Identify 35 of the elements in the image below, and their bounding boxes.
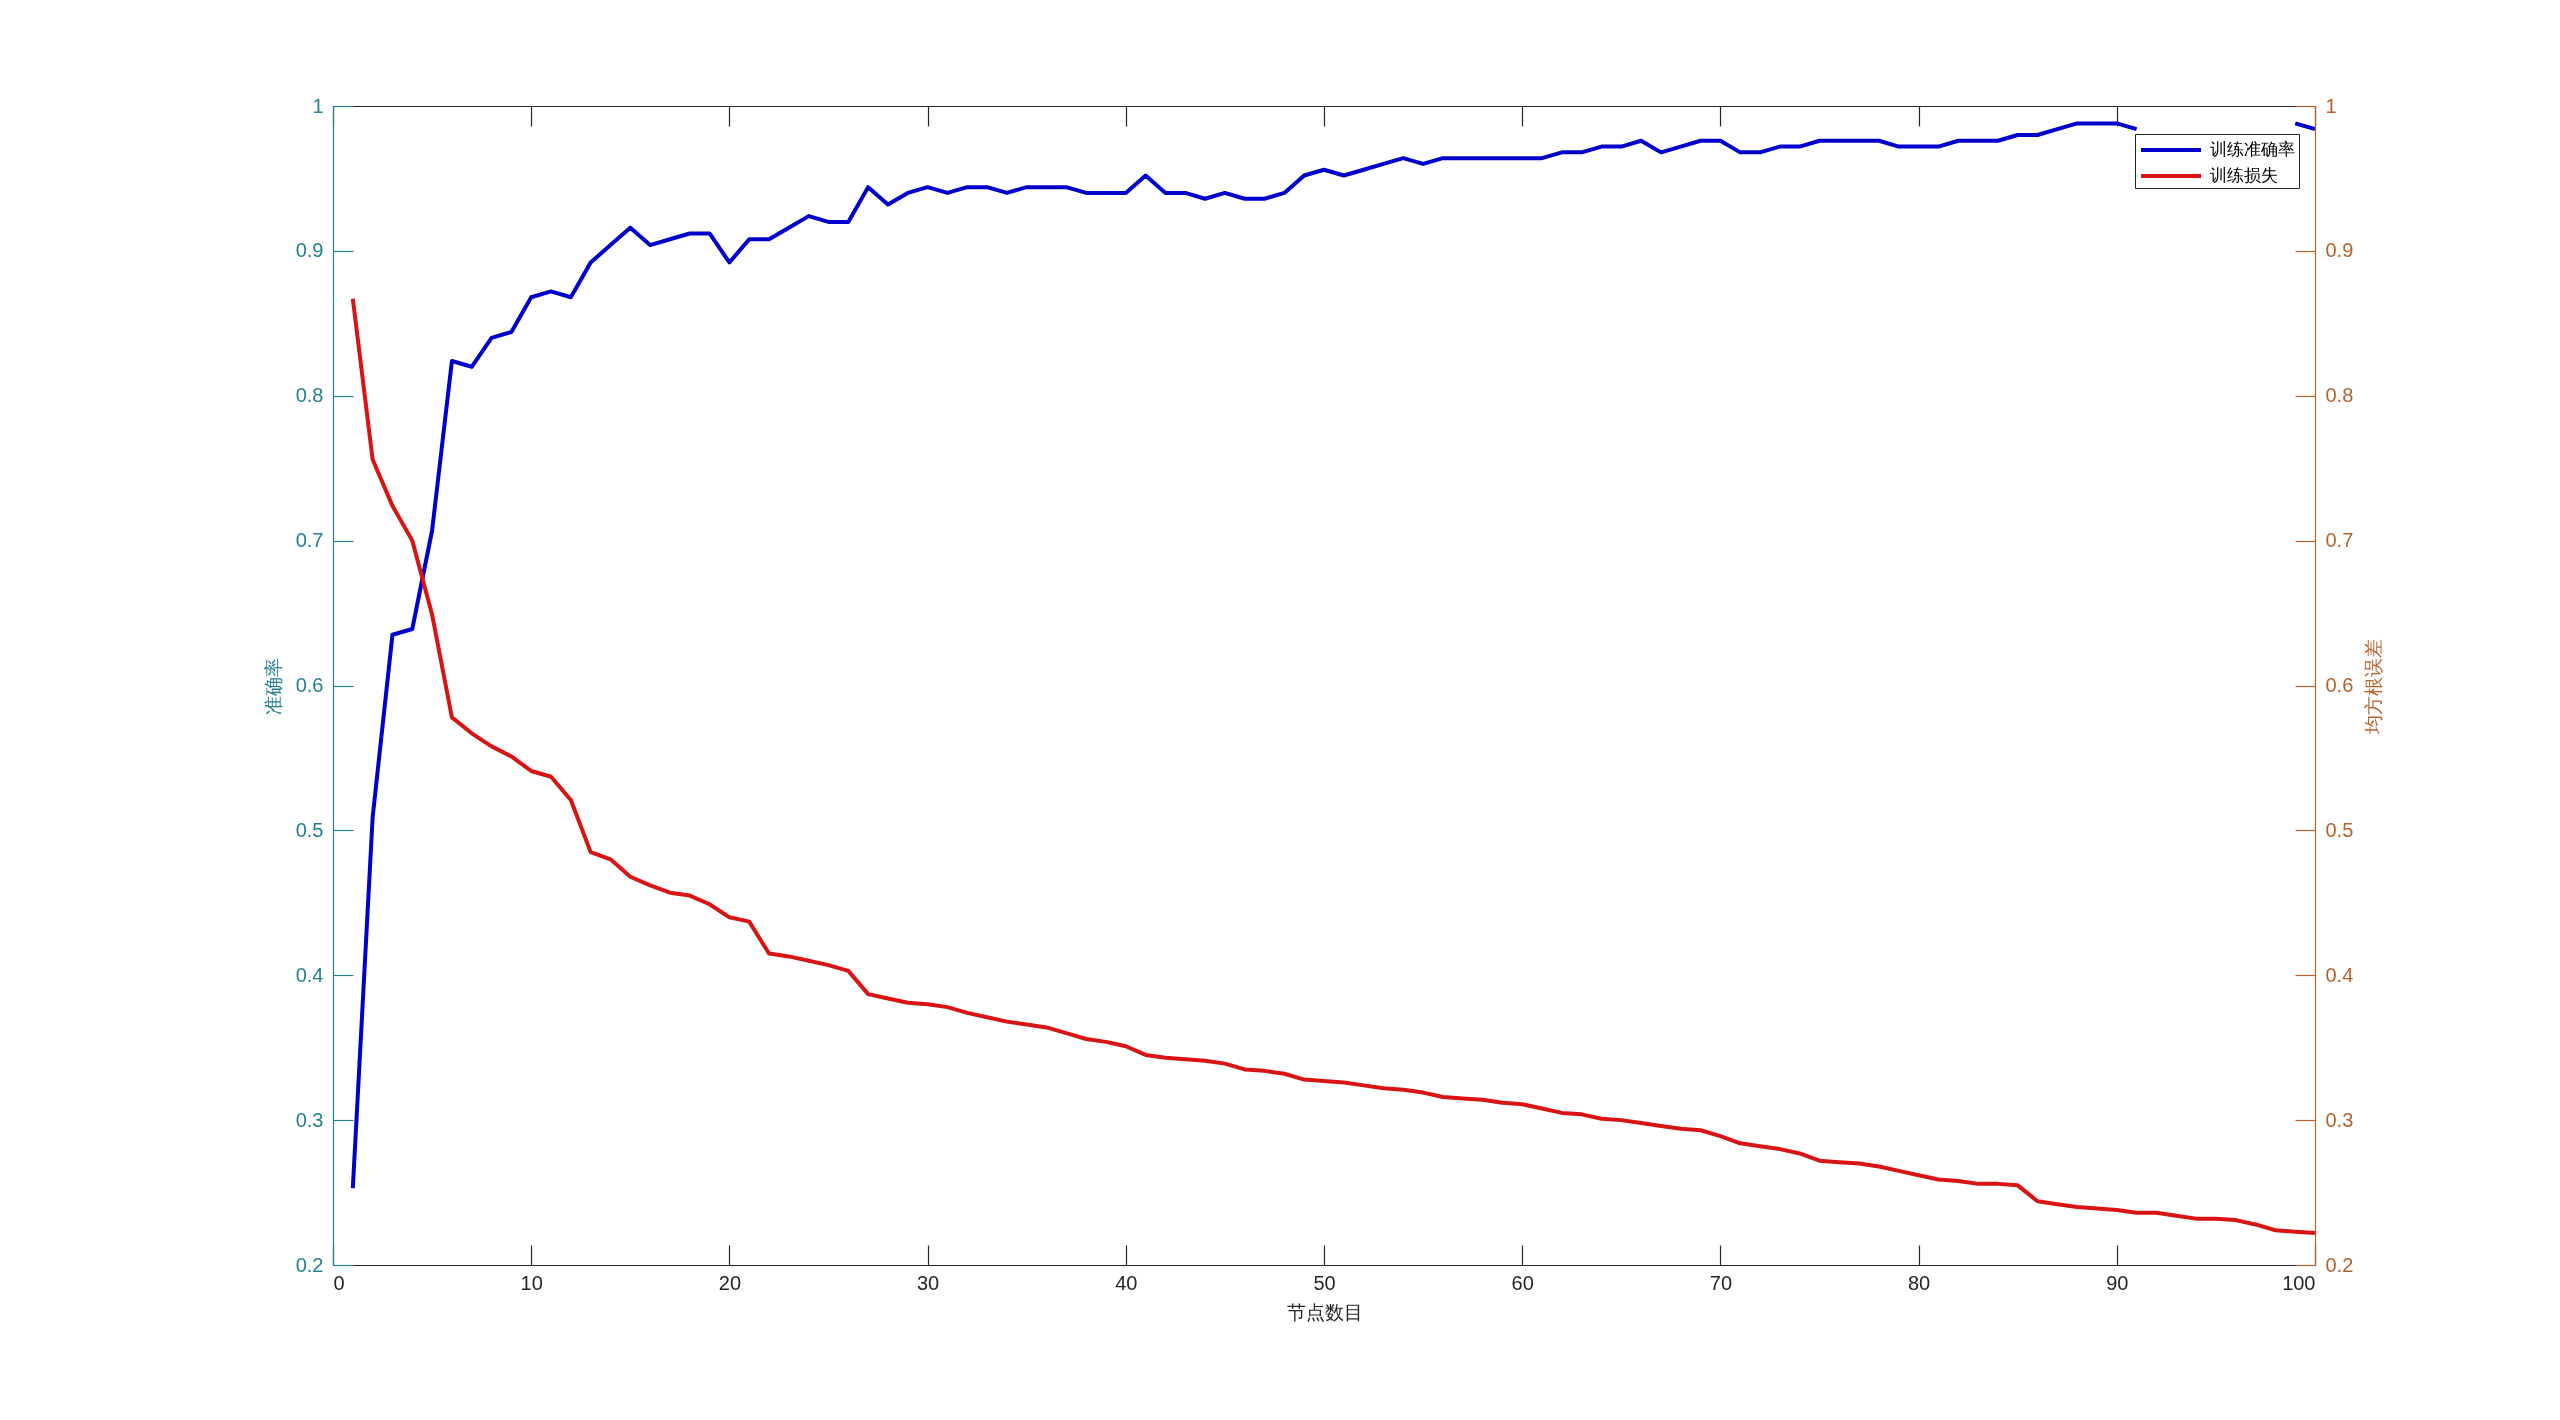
y-tick-label: 0.5: [295, 818, 324, 841]
y2-tick-label: 0.2: [2325, 1253, 2354, 1276]
x-tick-label: 60: [1511, 1271, 1534, 1294]
y2-tick-label: 0.4: [2325, 963, 2354, 986]
x-tick-label: 30: [916, 1271, 940, 1294]
x-tick-label: 50: [1313, 1271, 1336, 1294]
y-tick-label: 0.8: [295, 384, 324, 407]
x-tick-label: 10: [520, 1271, 543, 1294]
y-tick-label: 0.7: [295, 529, 324, 552]
x-tick-label: 40: [1115, 1271, 1138, 1294]
x-tick-label: 80: [1907, 1271, 1931, 1294]
x-tick-label: 0: [333, 1271, 345, 1294]
y2-tick-label: 1: [2325, 94, 2337, 117]
y-tick-label: 0.3: [295, 1108, 324, 1131]
legend-label: 训练准确率: [2210, 140, 2295, 159]
legend-label: 训练损失: [2210, 166, 2278, 185]
y-axis-title: 准确率: [262, 657, 284, 715]
y2-tick-label: 0.8: [2325, 384, 2354, 407]
y-tick-label: 0.9: [295, 239, 324, 262]
x-tick-label: 20: [718, 1271, 742, 1294]
y2-tick-label: 0.9: [2325, 239, 2354, 262]
x-tick-label: 100: [2282, 1271, 2316, 1294]
y-tick-label: 0.6: [295, 674, 324, 696]
y2-tick-label: 0.7: [2325, 529, 2354, 552]
y2-tick-label: 0.6: [2325, 674, 2354, 696]
x-tick-label: 90: [2106, 1271, 2129, 1294]
y-tick-label: 1: [312, 94, 324, 117]
x-axis-title: 节点数目: [1286, 1301, 1363, 1323]
y2-axis-title: 均方根误差: [2363, 638, 2385, 735]
y-tick-label: 0.4: [295, 963, 324, 986]
x-tick-label: 70: [1709, 1271, 1733, 1294]
y2-tick-label: 0.5: [2325, 818, 2354, 841]
y2-tick-label: 0.3: [2325, 1108, 2354, 1131]
line-series: [350, 296, 2315, 1236]
y-tick-label: 0.2: [295, 1253, 324, 1276]
